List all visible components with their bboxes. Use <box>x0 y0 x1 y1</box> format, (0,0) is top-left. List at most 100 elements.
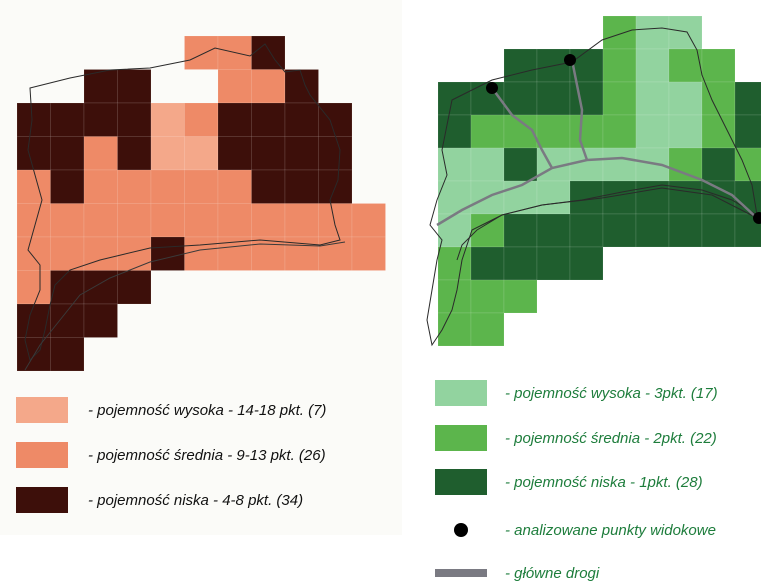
grid-cell <box>318 203 353 238</box>
legend-item-high: - pojemność wysoka - 3pkt. (17) <box>435 380 718 406</box>
legend-label-medium: - pojemność średnia - 9-13 pkt. (26) <box>88 446 326 464</box>
grid-cell <box>284 203 319 238</box>
grid-cell <box>503 147 538 182</box>
grid-cell <box>284 169 319 204</box>
grid-cell <box>668 180 703 215</box>
grid-cell <box>117 236 152 271</box>
legend-swatch-high <box>435 380 487 406</box>
grid-cell <box>117 69 152 104</box>
grid-cell <box>668 147 703 182</box>
grid-cell <box>150 136 185 171</box>
legend-label-low: - pojemność niska - 1pkt. (28) <box>505 473 703 491</box>
road-line-icon <box>435 560 487 586</box>
grid-cell <box>503 279 538 314</box>
grid-cell <box>635 213 670 248</box>
right-capacity-map <box>426 15 761 347</box>
grid-cell <box>50 303 85 338</box>
grid-cell <box>503 213 538 248</box>
grid-cell <box>16 337 51 372</box>
area-boundary-line <box>426 27 758 347</box>
grid-cell <box>150 236 185 271</box>
grid-cell <box>117 169 152 204</box>
grid-cell <box>437 147 472 182</box>
grid-cell <box>83 169 118 204</box>
grid-cell <box>50 270 85 305</box>
grid-cell <box>470 114 505 149</box>
grid-cell <box>117 270 152 305</box>
grid-cell <box>635 48 670 83</box>
grid-cell <box>602 15 637 50</box>
grid-cell <box>83 203 118 238</box>
grid-cell <box>251 35 286 70</box>
grid-cell <box>437 279 472 314</box>
grid-cell <box>503 81 538 116</box>
grid-cell <box>470 312 505 347</box>
legend-label-road: - główne drogi <box>505 564 600 582</box>
viewpoint-marker <box>486 82 498 94</box>
grid-cell <box>503 48 538 83</box>
grid-cell <box>701 147 736 182</box>
grid-cell <box>437 213 472 248</box>
grid-cell <box>668 15 703 50</box>
grid-cell <box>437 312 472 347</box>
grid-cell <box>536 213 571 248</box>
grid-cell <box>437 246 472 281</box>
grid-cell <box>251 69 286 104</box>
grid-cell <box>16 270 51 305</box>
grid-cell <box>251 203 286 238</box>
grid-cell <box>217 69 252 104</box>
grid-cell <box>184 236 219 271</box>
grid-cell <box>50 136 85 171</box>
grid-cell <box>284 102 319 137</box>
grid-cell <box>470 246 505 281</box>
grid-cell <box>602 114 637 149</box>
right-map-panel: - pojemność wysoka - 3pkt. (17) - pojemn… <box>402 0 761 583</box>
grid-cell <box>50 203 85 238</box>
legend-swatch-low <box>16 487 68 513</box>
grid-cell <box>536 81 571 116</box>
grid-cell <box>569 81 604 116</box>
grid-cell <box>734 114 761 149</box>
stream-line <box>24 241 346 371</box>
grid-cell <box>184 35 219 70</box>
viewpoint-dot-icon <box>435 517 487 543</box>
grid-cell <box>635 180 670 215</box>
grid-cell <box>569 213 604 248</box>
grid-cell <box>668 81 703 116</box>
grid-cell <box>83 303 118 338</box>
grid-cell <box>150 203 185 238</box>
grid-cell <box>602 147 637 182</box>
legend-label-low: - pojemność niska - 4-8 pkt. (34) <box>88 491 304 509</box>
legend-swatch-medium <box>16 442 68 468</box>
grid-cell <box>217 203 252 238</box>
grid-cell <box>117 102 152 137</box>
grid-cell <box>184 102 219 137</box>
grid-cell <box>351 203 386 238</box>
legend-item-high: - pojemność wysoka - 14-18 pkt. (7) <box>16 397 326 423</box>
grid-cell <box>83 270 118 305</box>
grid-cell <box>117 136 152 171</box>
grid-cell <box>668 213 703 248</box>
legend-item-viewpoint: - analizowane punkty widokowe <box>435 517 716 543</box>
legend-label-high: - pojemność wysoka - 14-18 pkt. (7) <box>88 401 327 419</box>
grid-cell <box>50 102 85 137</box>
grid-cell <box>503 246 538 281</box>
legend-swatch-medium <box>435 425 487 451</box>
grid-cell <box>16 203 51 238</box>
grid-cell <box>318 102 353 137</box>
grid-cell <box>16 102 51 137</box>
grid-cell <box>16 169 51 204</box>
grid-cell <box>602 81 637 116</box>
grid-cell <box>83 236 118 271</box>
viewpoint-marker <box>564 54 576 66</box>
legend-item-low: - pojemność niska - 4-8 pkt. (34) <box>16 487 303 513</box>
grid-cell <box>635 81 670 116</box>
grid-cell <box>184 203 219 238</box>
stream-line <box>456 187 758 261</box>
grid-cell <box>251 102 286 137</box>
grid-cell <box>16 136 51 171</box>
grid-cell <box>217 169 252 204</box>
grid-cell <box>50 236 85 271</box>
grid-cell <box>351 236 386 271</box>
grid-cell <box>50 337 85 372</box>
